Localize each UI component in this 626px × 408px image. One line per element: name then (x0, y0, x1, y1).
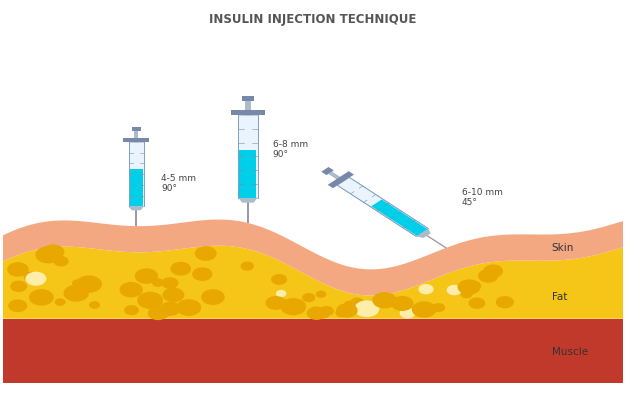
Polygon shape (238, 197, 258, 203)
Polygon shape (245, 101, 251, 197)
Circle shape (135, 269, 157, 283)
Circle shape (193, 268, 212, 280)
Circle shape (195, 247, 216, 260)
Polygon shape (328, 171, 354, 188)
Circle shape (373, 293, 396, 308)
Polygon shape (3, 246, 623, 319)
Circle shape (76, 276, 101, 292)
Circle shape (177, 300, 200, 315)
Circle shape (461, 291, 472, 297)
Circle shape (26, 273, 46, 285)
Polygon shape (242, 96, 254, 101)
Circle shape (148, 307, 168, 319)
Polygon shape (421, 232, 447, 248)
Circle shape (496, 297, 513, 308)
Polygon shape (328, 172, 424, 234)
Circle shape (64, 286, 88, 301)
Polygon shape (131, 127, 141, 131)
Circle shape (140, 271, 154, 280)
Circle shape (307, 307, 326, 319)
Circle shape (413, 302, 436, 317)
Text: Skin: Skin (552, 243, 574, 253)
Circle shape (317, 291, 326, 297)
Text: 6-10 mm
45°: 6-10 mm 45° (462, 188, 503, 207)
Circle shape (281, 299, 305, 315)
Circle shape (153, 279, 163, 286)
Circle shape (138, 293, 162, 308)
Polygon shape (3, 319, 623, 383)
Circle shape (162, 278, 178, 288)
Circle shape (202, 290, 224, 304)
Circle shape (160, 302, 180, 315)
Polygon shape (247, 197, 249, 223)
Circle shape (241, 262, 253, 270)
Circle shape (458, 280, 480, 294)
Circle shape (8, 263, 28, 276)
Circle shape (319, 311, 329, 318)
Circle shape (90, 302, 100, 308)
Circle shape (11, 282, 26, 291)
Circle shape (163, 288, 183, 302)
Text: Muscle: Muscle (552, 347, 588, 357)
Polygon shape (371, 200, 428, 236)
Circle shape (9, 300, 26, 311)
Circle shape (320, 307, 333, 315)
Polygon shape (128, 206, 144, 210)
Polygon shape (128, 142, 144, 206)
Polygon shape (135, 206, 137, 226)
Circle shape (479, 270, 498, 282)
Text: Fat: Fat (552, 293, 567, 302)
Text: 4-5 mm
90°: 4-5 mm 90° (161, 174, 196, 193)
Text: INSULIN INJECTION TECHNIQUE: INSULIN INJECTION TECHNIQUE (209, 13, 417, 26)
Circle shape (466, 282, 480, 291)
Circle shape (171, 262, 190, 275)
Circle shape (355, 301, 379, 317)
Circle shape (24, 272, 38, 281)
Circle shape (120, 283, 142, 297)
Circle shape (303, 294, 315, 302)
Polygon shape (123, 137, 150, 142)
Circle shape (345, 302, 355, 308)
Circle shape (484, 265, 502, 277)
Circle shape (337, 304, 357, 317)
Text: 6-8 mm
90°: 6-8 mm 90° (273, 140, 308, 159)
Polygon shape (321, 167, 334, 175)
Circle shape (125, 306, 138, 315)
Circle shape (419, 285, 433, 294)
Circle shape (43, 245, 64, 259)
Circle shape (470, 298, 485, 308)
Circle shape (336, 309, 347, 317)
Circle shape (351, 298, 364, 306)
Circle shape (29, 290, 53, 305)
Circle shape (448, 286, 461, 295)
Circle shape (433, 304, 444, 311)
Circle shape (280, 300, 290, 306)
Circle shape (277, 290, 285, 297)
Polygon shape (130, 169, 143, 206)
Circle shape (56, 299, 65, 305)
Circle shape (266, 297, 285, 309)
Polygon shape (238, 115, 258, 197)
Circle shape (392, 297, 413, 310)
Circle shape (272, 275, 287, 284)
Polygon shape (3, 220, 623, 295)
Circle shape (151, 306, 170, 319)
Polygon shape (231, 110, 265, 115)
Polygon shape (134, 131, 138, 206)
Polygon shape (416, 228, 431, 238)
Circle shape (73, 280, 82, 286)
Circle shape (54, 257, 68, 266)
Circle shape (401, 308, 415, 318)
Polygon shape (239, 150, 256, 197)
Circle shape (36, 247, 61, 263)
Polygon shape (337, 177, 428, 236)
